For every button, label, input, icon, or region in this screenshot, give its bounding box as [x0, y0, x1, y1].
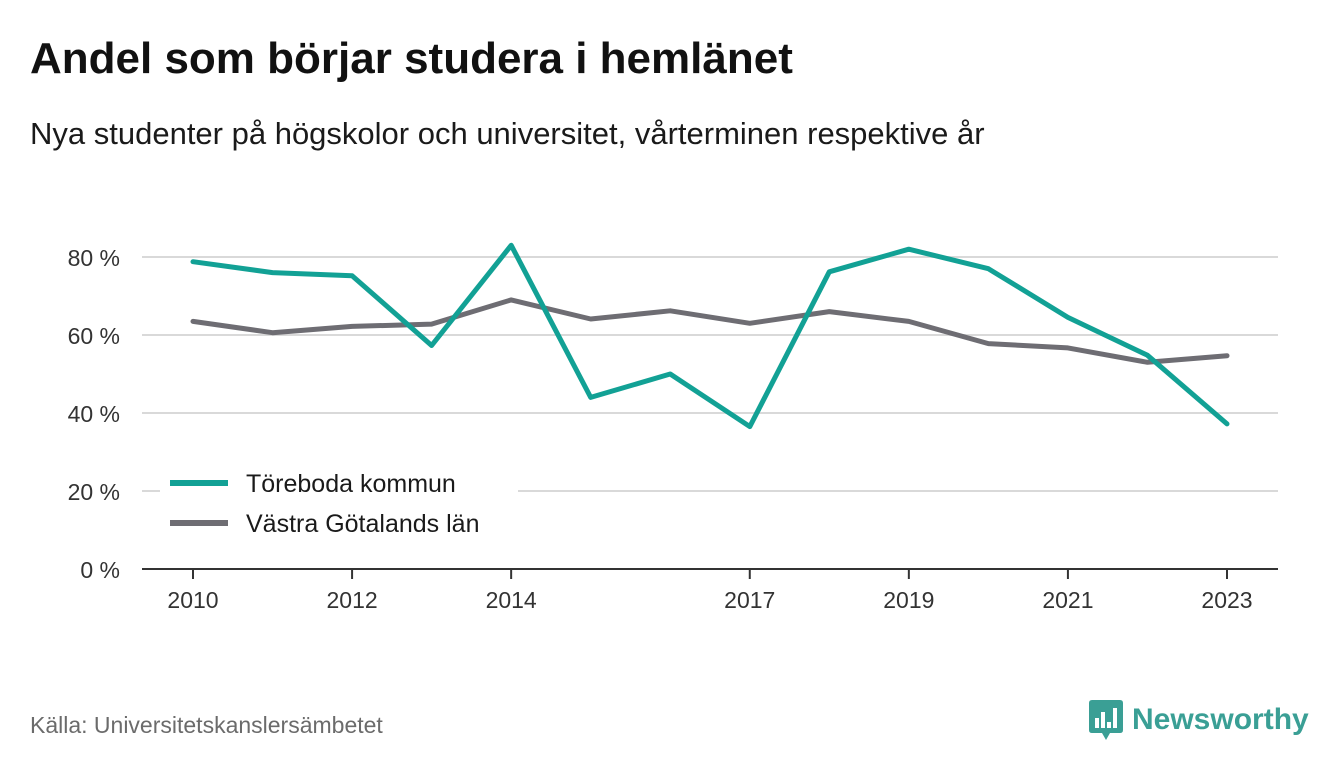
source-note: Källa: Universitetskanslersämbetet [30, 712, 383, 738]
x-tick-label: 2012 [326, 587, 377, 613]
x-tick-label: 2023 [1201, 587, 1252, 613]
x-tick-label: 2017 [724, 587, 775, 613]
y-tick-label: 20 % [68, 479, 120, 505]
chart-title: Andel som börjar studera i hemlänet [30, 34, 793, 83]
y-tick-label: 40 % [68, 401, 120, 427]
legend-label-2: Västra Götalands län [246, 510, 479, 538]
chart-subtitle: Nya studenter på högskolor och universit… [30, 116, 985, 151]
series-line-1 [190, 242, 1230, 430]
y-tick-label: 60 % [68, 323, 120, 349]
x-tick-label: 2019 [883, 587, 934, 613]
brand-name: Newsworthy [1132, 703, 1309, 736]
bar-chart-bubble-icon [1089, 700, 1123, 740]
x-tick-label: 2014 [486, 587, 537, 613]
brand-logo: Newsworthy [1088, 698, 1309, 742]
series-line-2 [190, 297, 1230, 365]
y-tick-label: 80 % [68, 245, 120, 271]
legend-background [160, 462, 518, 550]
x-tick-label: 2021 [1042, 587, 1093, 613]
x-tick-label: 2010 [167, 587, 218, 613]
y-tick-label: 0 % [80, 557, 120, 583]
legend-label-1: Töreboda kommun [246, 470, 456, 498]
